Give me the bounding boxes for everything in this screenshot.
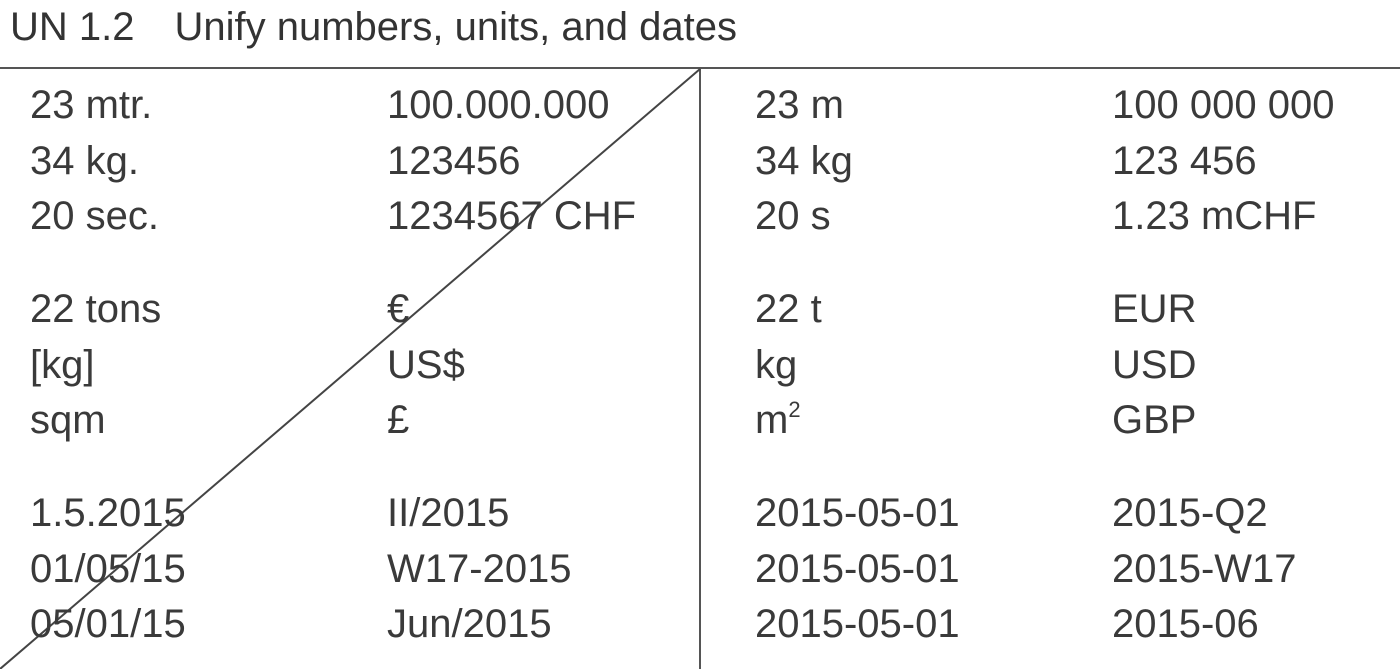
after-col2-row3: 1.23 mCHF: [1112, 194, 1317, 238]
section-heading: Unify numbers, units, and dates: [174, 5, 738, 49]
before-col1-row2: 34 kg.: [30, 139, 139, 183]
after-col2-row9: 2015-06: [1112, 602, 1259, 646]
before-col1-row7: 1.5.2015: [30, 491, 186, 535]
after-col1-row9: 2015-05-01: [755, 602, 960, 646]
before-col1-row8: 01/05/15: [30, 547, 186, 591]
before-col1-row1: 23 mtr.: [30, 83, 153, 127]
before-col2-row4: €: [387, 287, 410, 331]
before-col2-row1: 100.000.000: [387, 83, 610, 127]
page-title: UN 1.2 Unify numbers, units, and dates: [10, 4, 737, 50]
after-col2-row1: 100 000 000: [1112, 83, 1335, 127]
before-col2-row7: II/2015: [387, 491, 510, 535]
after-col1-row6-unit: m: [755, 398, 789, 442]
before-col2-row2: 123456: [387, 139, 521, 183]
before-col2-row6: £: [387, 398, 410, 442]
after-col2-row6: GBP: [1112, 398, 1197, 442]
before-col2-row5: US$: [387, 343, 465, 387]
column-divider: [699, 68, 701, 669]
before-col1-row4: 22 tons: [30, 287, 162, 331]
before-col1-row6: sqm: [30, 398, 106, 442]
before-col1-row3: 20 sec.: [30, 194, 159, 238]
superscript-exponent: 2: [788, 397, 801, 422]
after-col2-row5: USD: [1112, 343, 1197, 387]
after-col1-row4: 22 t: [755, 287, 822, 331]
before-col2-row3: 1234567 CHF: [387, 194, 637, 238]
before-col1-row5: [kg]: [30, 343, 95, 387]
after-col2-row4: EUR: [1112, 287, 1197, 331]
section-code: UN 1.2: [10, 5, 135, 49]
after-col1-row6: m2: [755, 397, 801, 443]
after-col1-row1: 23 m: [755, 83, 844, 127]
after-col1-row3: 20 s: [755, 194, 831, 238]
after-col1-row8: 2015-05-01: [755, 547, 960, 591]
before-col1-row9: 05/01/15: [30, 602, 186, 646]
after-col2-row2: 123 456: [1112, 139, 1257, 183]
after-col2-row7: 2015-Q2: [1112, 491, 1268, 535]
after-col1-row5: kg: [755, 343, 798, 387]
after-col1-row7: 2015-05-01: [755, 491, 960, 535]
after-col2-row8: 2015-W17: [1112, 547, 1297, 591]
after-col1-row2: 34 kg: [755, 139, 853, 183]
before-col2-row8: W17-2015: [387, 547, 572, 591]
before-col2-row9: Jun/2015: [387, 602, 552, 646]
